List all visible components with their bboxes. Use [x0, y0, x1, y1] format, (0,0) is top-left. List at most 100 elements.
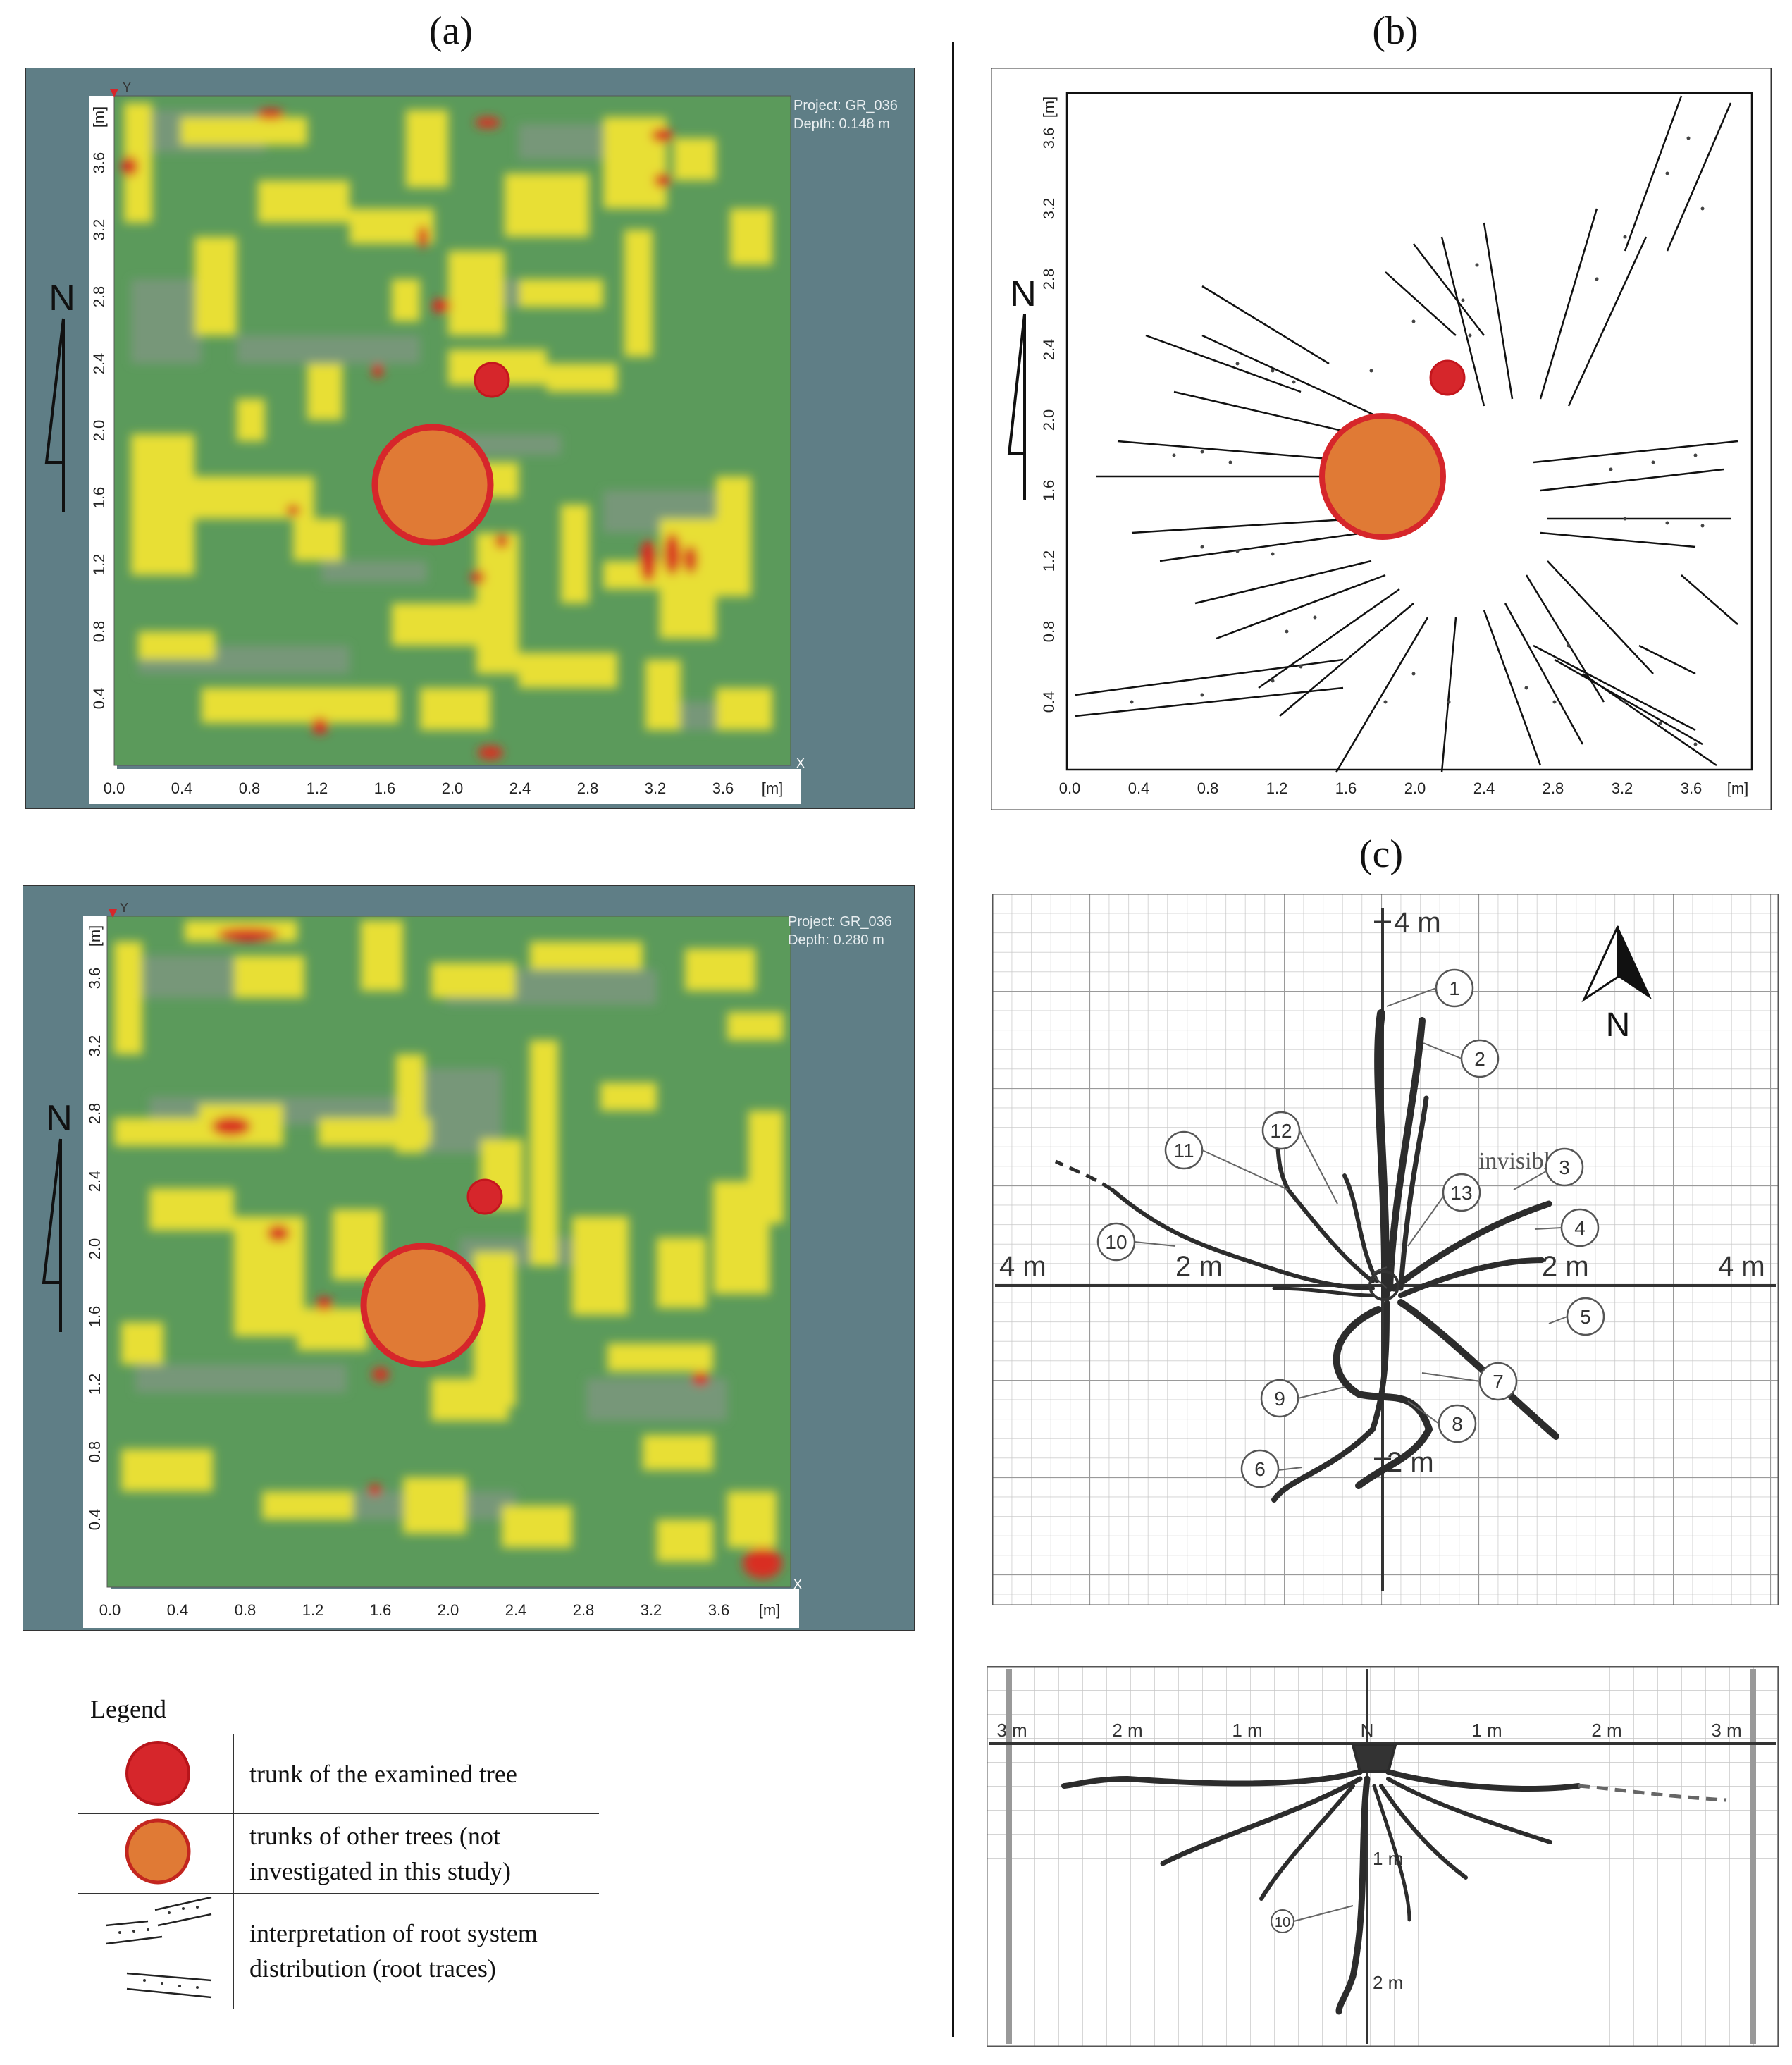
root-profile-section: 3 m 2 m 1 m N 1 m 2 m 3 m 1 m 2 m 10	[987, 1666, 1779, 2047]
axis-label-right-mid: 2 m	[1542, 1251, 1589, 1282]
depth-label: Depth: 0.148 m	[793, 116, 890, 132]
svg-text:5: 5	[1580, 1306, 1591, 1328]
legend: Legend trunk of the examined tree trunks…	[78, 1691, 782, 2016]
svg-text:0.4: 0.4	[171, 779, 193, 797]
svg-text:[m]: [m]	[759, 1601, 781, 1619]
legend-swatch-examined-trunk	[125, 1741, 190, 1806]
other-tree-trunk	[1319, 413, 1446, 540]
svg-text:3 m: 3 m	[1711, 1720, 1741, 1741]
svg-text:6: 6	[1254, 1458, 1266, 1480]
svg-text:0.8: 0.8	[90, 621, 108, 643]
svg-text:1.2: 1.2	[307, 779, 328, 797]
trunk-icon	[1368, 1270, 1399, 1301]
svg-text:2.8: 2.8	[573, 1601, 595, 1619]
root-drawing	[1110, 1009, 1559, 1503]
svg-text:N: N	[1606, 1006, 1631, 1044]
grid-minor	[987, 1666, 1779, 2047]
legend-swatch-other-trunk	[125, 1818, 191, 1885]
svg-text:0.4: 0.4	[1040, 691, 1058, 713]
callout-leaders	[1134, 987, 1568, 1471]
svg-text:1.2: 1.2	[1040, 550, 1058, 572]
y-axis-ticks: 0.4 0.8 1.2 1.6 2.0 2.4 2.8 3.2 3.6 [m]	[90, 106, 108, 710]
svg-text:7: 7	[1493, 1371, 1504, 1393]
panel-divider	[952, 42, 954, 2037]
svg-text:2.0: 2.0	[1040, 409, 1058, 431]
root-callout-3	[1545, 1147, 1584, 1187]
svg-text:3.2: 3.2	[1612, 779, 1633, 797]
svg-text:9: 9	[1274, 1388, 1285, 1410]
svg-text:1.6: 1.6	[1335, 779, 1357, 797]
svg-text:13: 13	[1450, 1182, 1472, 1204]
root-callout-13	[1442, 1173, 1481, 1212]
svg-text:4: 4	[1574, 1217, 1586, 1239]
svg-text:3.6: 3.6	[1681, 779, 1703, 797]
other-tree-trunk	[371, 424, 494, 546]
svg-text:2.0: 2.0	[86, 1238, 104, 1260]
svg-text:2.0: 2.0	[442, 779, 464, 797]
svg-text:2.4: 2.4	[90, 353, 108, 375]
svg-text:2 m: 2 m	[1112, 1720, 1142, 1741]
svg-text:0.8: 0.8	[1197, 779, 1219, 797]
svg-text:N: N	[49, 278, 75, 319]
depth-label: Depth: 0.280 m	[788, 932, 884, 948]
root-traces	[1075, 95, 1738, 773]
svg-text:2.4: 2.4	[1473, 779, 1495, 797]
depth-label-2m: 2 m	[1373, 1972, 1403, 1993]
legend-root-dots	[118, 1906, 199, 1989]
root-number-callouts	[1096, 968, 1605, 1488]
grid-major-verticals	[1006, 1669, 1756, 2044]
svg-text:0.8: 0.8	[235, 1601, 257, 1619]
y-marker-icon	[109, 909, 117, 918]
root-10-dashed	[1054, 1159, 1113, 1192]
examined-tree-trunk	[474, 362, 510, 398]
svg-text:2.8: 2.8	[1543, 779, 1564, 797]
root-callout-6	[1240, 1449, 1280, 1488]
x-marker: X	[793, 1577, 802, 1591]
axis-label-left: 4 m	[999, 1251, 1046, 1282]
svg-text:3.6: 3.6	[712, 779, 734, 797]
legend-swatches	[106, 1741, 212, 1999]
svg-text:3.2: 3.2	[645, 779, 667, 797]
panel-label-c: (c)	[1359, 832, 1404, 876]
anomaly-layer	[121, 103, 772, 760]
svg-text:[m]: [m]	[86, 925, 104, 947]
svg-text:3.6: 3.6	[90, 152, 108, 174]
legend-item-other-trunks: trunks of other trees (not investigated …	[249, 1822, 511, 1885]
svg-text:3.2: 3.2	[1040, 198, 1058, 220]
north-arrow-icon: N	[1581, 925, 1652, 1044]
svg-text:2.0: 2.0	[90, 420, 108, 442]
root-trace-dots	[1130, 136, 1705, 746]
svg-text:0.4: 0.4	[90, 688, 108, 710]
examined-tree-trunk	[466, 1178, 503, 1215]
root-number-label: 10	[1275, 1915, 1290, 1930]
root-interpretation-map: 0.0 0.4 0.8 1.2 1.6 2.0 2.4 2.8 3.2 3.6 …	[991, 68, 1772, 810]
y-axis-ticks: 0.4 0.8 1.2 1.6 2.0 2.4 2.8 3.2 3.6 [m]	[1040, 97, 1058, 713]
x-axis-ticks: 0.0 0.4 0.8 1.2 1.6 2.0 2.4 2.8 3.2 3.6 …	[104, 779, 784, 797]
examined-tree-trunk	[1429, 359, 1466, 396]
svg-text:N: N	[46, 1098, 73, 1139]
svg-text:3.6: 3.6	[86, 968, 104, 990]
gpr-map-top: Y X 0.0 0.4 0.8 1.2 1.6 2.0 2.4 2.8 3.2 …	[25, 68, 915, 809]
svg-text:0.8: 0.8	[1040, 621, 1058, 643]
project-label: Project: GR_036	[788, 914, 892, 930]
other-tree-trunk	[360, 1243, 486, 1368]
svg-text:1.6: 1.6	[374, 779, 396, 797]
x-axis-ticks: 0.0 0.4 0.8 1.2 1.6 2.0 2.4 2.8 3.2 3.6 …	[1059, 779, 1749, 797]
svg-text:0.4: 0.4	[167, 1601, 189, 1619]
svg-text:8: 8	[1452, 1413, 1463, 1435]
svg-text:3 m: 3 m	[996, 1720, 1027, 1741]
svg-text:2.8: 2.8	[86, 1103, 104, 1125]
svg-text:2.4: 2.4	[1040, 339, 1058, 361]
y-marker: Y	[120, 901, 128, 915]
legend-item-examined-trunk: trunk of the examined tree	[249, 1760, 517, 1788]
svg-text:1.2: 1.2	[302, 1601, 324, 1619]
panel-label-a: (a)	[428, 9, 474, 53]
svg-text:0.4: 0.4	[1128, 779, 1150, 797]
svg-text:1.6: 1.6	[1040, 480, 1058, 502]
svg-text:[m]: [m]	[90, 106, 108, 128]
svg-text:2.4: 2.4	[505, 1601, 527, 1619]
svg-text:1.6: 1.6	[90, 487, 108, 509]
svg-text:0.0: 0.0	[99, 1601, 121, 1619]
svg-text:1.6: 1.6	[370, 1601, 392, 1619]
y-axis-ticks: 0.4 0.8 1.2 1.6 2.0 2.4 2.8 3.2 3.6 [m]	[86, 925, 104, 1531]
